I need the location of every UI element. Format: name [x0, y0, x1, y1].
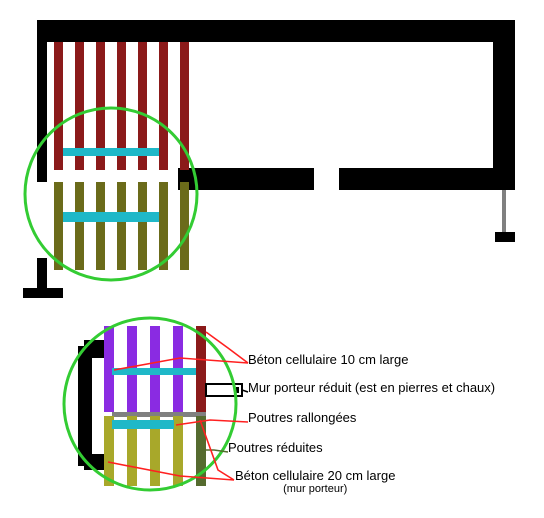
legend-text: Poutres réduites	[228, 440, 323, 455]
legend-text: Béton cellulaire 10 cm large	[248, 352, 408, 367]
legend-poutres-reduites: Poutres réduites	[228, 440, 323, 455]
legend-text: Mur porteur réduit (est en pierres et ch…	[248, 380, 495, 395]
legend-beton-10: Béton cellulaire 10 cm large	[248, 352, 408, 367]
legend-text: Béton cellulaire 20 cm large	[235, 468, 395, 483]
legend-mur-porteur-reduit: Mur porteur réduit (est en pierres et ch…	[248, 380, 495, 395]
legend-text: Poutres rallongées	[248, 410, 356, 425]
legend-poutres-rallongees: Poutres rallongées	[248, 410, 356, 425]
legend-subtext: (mur porteur)	[235, 483, 395, 495]
diagram-canvas: Béton cellulaire 10 cm large Mur porteur…	[0, 0, 544, 518]
legend-beton-20: Béton cellulaire 20 cm large (mur porteu…	[235, 468, 395, 495]
